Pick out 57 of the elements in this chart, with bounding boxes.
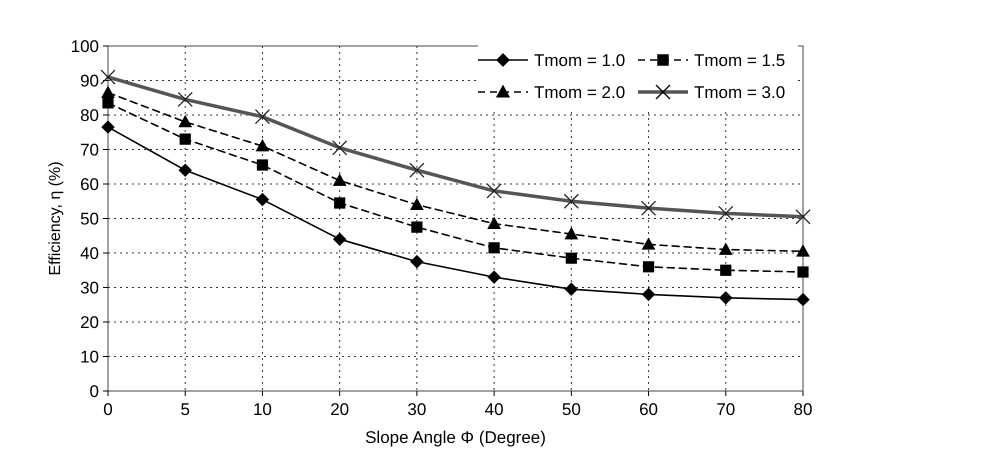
x-tick-label: 70 xyxy=(716,400,736,419)
point xyxy=(180,134,191,145)
x-tick-label: 40 xyxy=(484,400,504,419)
point xyxy=(410,255,424,268)
point xyxy=(334,197,346,209)
x-tick-label: 20 xyxy=(330,400,350,419)
y-tick-label: 50 xyxy=(80,209,99,228)
y-tick-label: 70 xyxy=(80,140,99,160)
x-tick-label: 5 xyxy=(180,400,190,419)
point xyxy=(333,232,346,246)
point xyxy=(102,86,114,98)
y-tick-label: 20 xyxy=(80,312,99,332)
y-tick-label: 80 xyxy=(80,106,99,125)
point xyxy=(796,293,810,306)
point xyxy=(333,174,346,186)
legend-label: Tmom = 1.0 xyxy=(534,50,626,70)
y-tick-label: 30 xyxy=(80,278,99,298)
y-tick-label: 10 xyxy=(80,347,99,366)
x-tick-label: 80 xyxy=(794,400,812,419)
x-tick-label: 60 xyxy=(639,400,658,419)
point xyxy=(410,198,424,210)
point xyxy=(720,264,732,276)
point xyxy=(102,120,114,134)
point xyxy=(256,193,269,206)
point xyxy=(256,159,268,171)
legend-label: Tmom = 1.5 xyxy=(694,50,786,70)
point xyxy=(178,164,192,177)
y-axis-title: Efficiency, η (%) xyxy=(47,161,64,276)
y-tick-label: 40 xyxy=(80,244,99,263)
point xyxy=(796,244,810,257)
point xyxy=(256,140,269,152)
point xyxy=(642,238,656,250)
x-axis-title: Slope Angle Φ (Degree) xyxy=(365,428,546,447)
y-tick-label: 0 xyxy=(90,382,99,401)
point xyxy=(102,97,114,109)
point xyxy=(566,252,577,264)
y-tick-label: 100 xyxy=(70,36,99,56)
legend-label: Tmom = 3.0 xyxy=(694,82,786,102)
point xyxy=(564,282,578,296)
y-tick-label: 60 xyxy=(80,174,99,194)
point xyxy=(178,115,192,128)
point xyxy=(797,266,809,278)
y-tick-label: 90 xyxy=(80,71,99,90)
point xyxy=(411,222,422,233)
point xyxy=(488,242,500,254)
point xyxy=(642,261,654,272)
point xyxy=(488,270,501,284)
x-tick-label: 30 xyxy=(407,400,426,419)
point xyxy=(719,243,732,255)
legend-label: Tmom = 2.0 xyxy=(534,82,626,102)
x-tick-label: 50 xyxy=(562,400,581,419)
point xyxy=(488,217,501,229)
point xyxy=(642,288,656,301)
x-tick-label: 0 xyxy=(103,400,113,419)
x-tick-label: 10 xyxy=(252,400,272,419)
point xyxy=(719,291,732,304)
point xyxy=(564,228,578,240)
